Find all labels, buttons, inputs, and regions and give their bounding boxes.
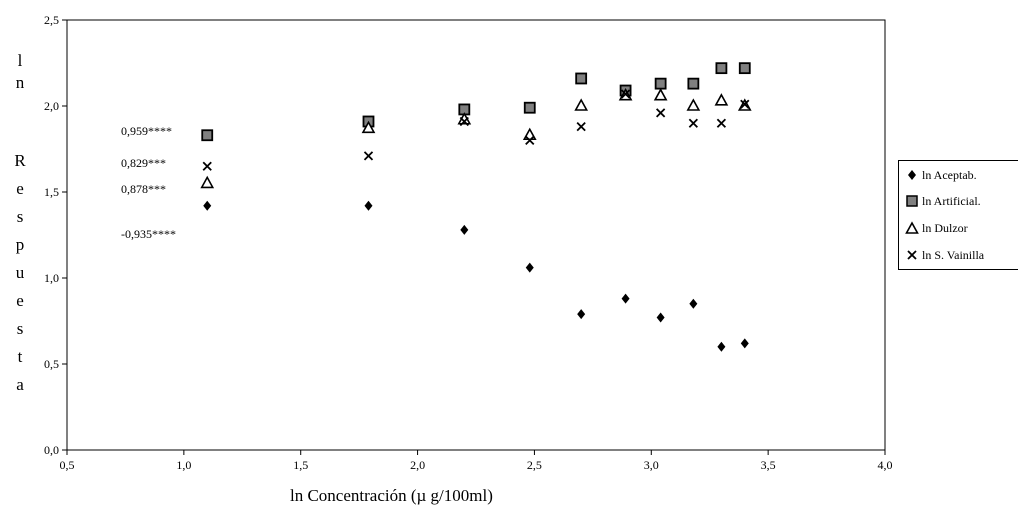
aceptab-point [460, 224, 469, 235]
artificial-point [201, 129, 214, 142]
y-tick-label: 0,5 [44, 357, 59, 371]
artificial-point [575, 72, 588, 85]
x-tick-label: 4,0 [878, 458, 893, 472]
dulzor-point [200, 175, 215, 189]
dulzor-point [361, 120, 376, 134]
artificial-point [654, 77, 667, 90]
dulzor-point [653, 88, 668, 101]
vainilla-point [459, 116, 469, 127]
vainilla-point [740, 99, 750, 109]
x-tick-label: 2,0 [410, 458, 425, 472]
y-axis-label-letter: u [15, 263, 25, 282]
vainilla-point [576, 122, 586, 132]
y-axis-label-letter: n [15, 73, 25, 92]
x-axis-label: ln Concentración (µ g/100ml) [290, 486, 493, 505]
vainilla-point [655, 108, 666, 118]
vainilla-point [202, 161, 212, 171]
annotation-dulzor: 0,878*** [121, 182, 166, 196]
vainilla-point [716, 118, 727, 128]
artificial-point [687, 77, 700, 90]
legend-item-dulzor: ln Dulzor [905, 220, 968, 236]
triangle-icon [905, 221, 919, 234]
y-tick-label: 1,5 [44, 185, 59, 199]
y-tick-label: 2,0 [44, 99, 59, 113]
aceptab-point [689, 298, 698, 309]
legend-item-vainilla: ln S. Vainilla [905, 247, 984, 263]
artificial-point [738, 62, 751, 75]
dulzor-point [686, 98, 701, 111]
aceptab-point [740, 338, 749, 349]
y-axis-label-letter: a [16, 375, 24, 394]
aceptab-point [717, 341, 726, 352]
artificial-point [715, 62, 728, 75]
vainilla-point [525, 135, 535, 146]
annotation-aceptab: -0,935**** [121, 227, 176, 241]
aceptab-point [656, 312, 665, 323]
y-axis-label-letter: s [16, 207, 24, 226]
vainilla-point [688, 118, 698, 128]
legend-label: ln S. Vainilla [922, 247, 985, 262]
legend-item-aceptab: ln Aceptab. [905, 167, 977, 183]
x-icon [907, 250, 917, 260]
artificial-point [523, 101, 536, 114]
vainilla-point [620, 89, 631, 99]
aceptab-point [621, 293, 630, 304]
y-tick-label: 2,5 [44, 13, 59, 27]
y-axis-label-letter: p [15, 235, 25, 254]
annotations: 0,959**** 0,829*** 0,878*** -0,935**** [121, 124, 176, 241]
vainilla-point [363, 151, 374, 161]
y-axis-label-letter: R [14, 151, 26, 170]
aceptab-point [577, 309, 586, 320]
dulzor-point [574, 98, 589, 111]
legend-item-artificial: ln Artificial. [905, 193, 981, 209]
data-marks [200, 62, 752, 352]
dulzor-point [714, 93, 729, 106]
x-tick-label: 1,5 [293, 458, 308, 472]
x-tick-label: 1,0 [176, 458, 191, 472]
annotation-vainilla: 0,829*** [121, 156, 166, 170]
square-icon [906, 195, 918, 207]
aceptab-point [364, 200, 373, 211]
y-tick-label: 0,0 [44, 443, 59, 457]
x-tick-label: 3,5 [761, 458, 776, 472]
legend: ln Aceptab. ln Artificial. ln Dulzor ln … [898, 160, 1018, 270]
legend-label: ln Dulzor [922, 220, 968, 235]
annotation-artificial: 0,959**** [121, 124, 172, 138]
legend-label: ln Artificial. [922, 193, 981, 208]
diamond-icon [908, 170, 916, 180]
x-tick-label: 2,5 [527, 458, 542, 472]
y-axis-label-letter: e [16, 291, 24, 310]
y-axis-label-letter: t [17, 347, 23, 366]
y-tick-label: 1,0 [44, 271, 59, 285]
y-axis-label-letter: e [16, 179, 24, 198]
y-axis-label-letter: l [17, 51, 23, 70]
aceptab-point [203, 200, 212, 211]
y-axis-label-letter: s [16, 319, 24, 338]
axes: 0,5 1,0 1,5 2,0 2,5 3,0 3,5 4,00,00,51,01,52,02… [44, 13, 893, 472]
x-tick-label: 3,0 [644, 458, 659, 472]
aceptab-point [525, 262, 534, 273]
legend-label: ln Aceptab. [922, 167, 977, 182]
plot-area [66, 19, 886, 451]
x-tick-label: 0,5 [60, 458, 75, 472]
